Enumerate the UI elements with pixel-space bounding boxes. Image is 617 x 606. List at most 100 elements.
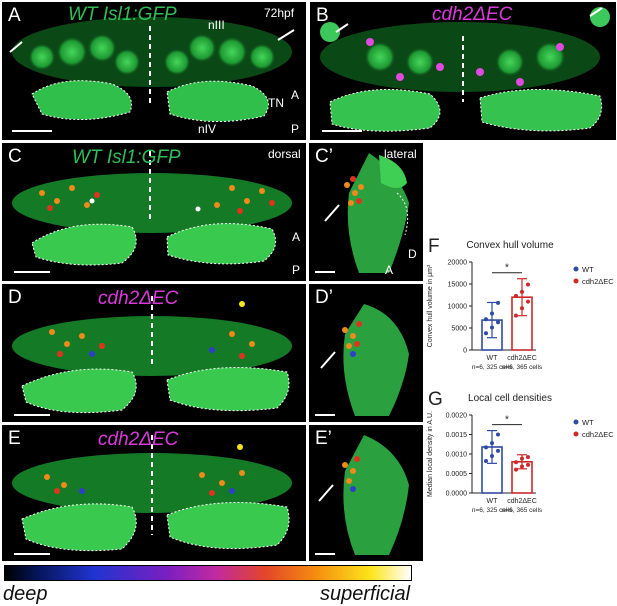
data-point	[496, 448, 500, 453]
data-point	[514, 293, 518, 298]
data-point	[514, 313, 518, 318]
legend-label: WT	[582, 418, 594, 427]
panel-d: D cdh2ΔEC	[2, 284, 306, 422]
scale-bar	[14, 271, 50, 273]
data-point	[484, 317, 488, 322]
panel-c-letter: C	[8, 146, 22, 167]
legend-marker	[573, 266, 579, 272]
panel-e-prime-letter: E’	[315, 428, 332, 449]
scale-bar	[315, 553, 335, 555]
axis-p: P	[292, 263, 301, 277]
panel-a-image	[9, 17, 295, 122]
panel-e-image	[12, 435, 292, 552]
panel-a-title: WT Isl1:GFP	[68, 4, 177, 25]
depth-color-scale	[4, 565, 412, 581]
chart-f: F Convex hull volume Convex hull volume in…	[424, 232, 616, 382]
chart-panel-letter: G	[428, 389, 443, 410]
chart-g: G Local cell densities Median local densit…	[424, 385, 616, 525]
y-tick-label: 0.0015	[446, 432, 468, 439]
data-point	[520, 456, 524, 461]
x-sublabel: n=6, 365 cells	[502, 364, 543, 371]
axis-a: A	[291, 88, 300, 102]
x-tick-label: cdh2ΔEC	[507, 498, 537, 505]
label-niii: nIII	[208, 18, 225, 32]
panel-b: B cdh2ΔEC	[310, 2, 616, 140]
x-sublabel: n=6, 325 cells	[472, 507, 513, 514]
legend-label: cdh2ΔEC	[582, 277, 614, 286]
panel-a-time: 72hpf	[264, 6, 295, 20]
significance-star: *	[505, 263, 509, 274]
data-point	[490, 441, 494, 446]
panel-c-prime-view: lateral	[384, 147, 417, 161]
panel-e: E cdh2ΔEC	[2, 425, 306, 561]
data-point	[490, 453, 494, 458]
chart-title: Convex hull volume	[466, 240, 554, 251]
x-tick-label: WT	[487, 498, 499, 505]
y-tick-label: 0.0005	[446, 471, 468, 478]
x-sublabel: n=6, 365 cells	[502, 507, 543, 514]
data-point	[496, 300, 500, 305]
panel-d-prime-letter: D’	[315, 287, 333, 308]
panel-e-prime: E’	[309, 425, 423, 561]
chart-g-svg: G Local cell densities Median local densit…	[427, 389, 614, 514]
panel-c-prime-image	[324, 153, 409, 273]
panel-e-title: cdh2ΔEC	[98, 429, 179, 450]
legend-marker	[573, 431, 579, 437]
scale-bar	[315, 271, 335, 273]
y-tick-label: 0.0010	[446, 452, 468, 459]
panel-c-title: WT Isl1:GFP	[72, 147, 181, 168]
label-tn: TN	[268, 96, 284, 110]
y-tick-label: 0.0000	[446, 491, 468, 498]
panel-b-image	[320, 7, 610, 132]
panel-e-prime-image	[318, 435, 409, 555]
y-tick-label: 0	[463, 348, 467, 355]
x-tick-label: cdh2ΔEC	[507, 355, 537, 362]
data-point	[514, 460, 518, 465]
panel-d-image	[12, 296, 292, 414]
data-point	[526, 455, 530, 460]
panel-c: C WT Isl1:GFP dorsal A P	[2, 143, 306, 281]
panel-d-title: cdh2ΔEC	[98, 288, 179, 309]
y-tick-label: 15000	[448, 282, 468, 289]
panel-a-letter: A	[8, 5, 21, 26]
significance-star: *	[505, 415, 509, 426]
data-point	[526, 282, 530, 287]
data-point	[526, 462, 530, 467]
legend-label: WT	[582, 265, 594, 274]
data-point	[514, 467, 518, 472]
panel-d-prime: D’	[309, 284, 423, 422]
chart-panel-letter: F	[428, 236, 440, 257]
data-point	[484, 459, 488, 464]
data-point	[520, 289, 524, 294]
data-point	[520, 306, 524, 311]
y-tick-label: 5000	[451, 326, 467, 333]
chart-f-svg: F Convex hull volume Convex hull volume in…	[427, 236, 614, 371]
y-axis-label: Convex hull volume in μm³	[427, 264, 434, 347]
panel-d-letter: D	[8, 287, 22, 308]
data-point	[520, 464, 524, 469]
panel-e-letter: E	[8, 428, 21, 449]
data-point	[484, 445, 488, 450]
legend-marker	[573, 278, 579, 284]
data-point	[484, 331, 488, 336]
y-axis-label: Median local density in A.U.	[427, 411, 434, 497]
panel-b-title: cdh2ΔEC	[432, 4, 513, 25]
scale-bar	[315, 414, 335, 416]
panel-a: A WT Isl1:GFP 72hpf nIII TN nIV A P	[2, 2, 306, 140]
label-niv: nIV	[198, 122, 217, 136]
axis-a: A	[292, 230, 301, 244]
panel-b-letter: B	[316, 5, 329, 26]
data-point	[490, 311, 494, 316]
scale-bar	[322, 130, 362, 132]
x-tick-label: WT	[487, 355, 499, 362]
x-sublabel: n=6, 325 cells	[472, 364, 513, 371]
depth-label-superficial: superficial	[320, 583, 411, 605]
data-point	[496, 432, 500, 437]
depth-label-deep: deep	[3, 583, 48, 605]
y-tick-label: 0.0020	[446, 413, 468, 420]
panel-c-prime: C’ lateral D A	[309, 143, 423, 281]
legend-marker	[573, 419, 579, 425]
data-point	[490, 325, 494, 330]
scale-bar	[14, 553, 50, 555]
y-tick-label: 20000	[448, 260, 468, 267]
